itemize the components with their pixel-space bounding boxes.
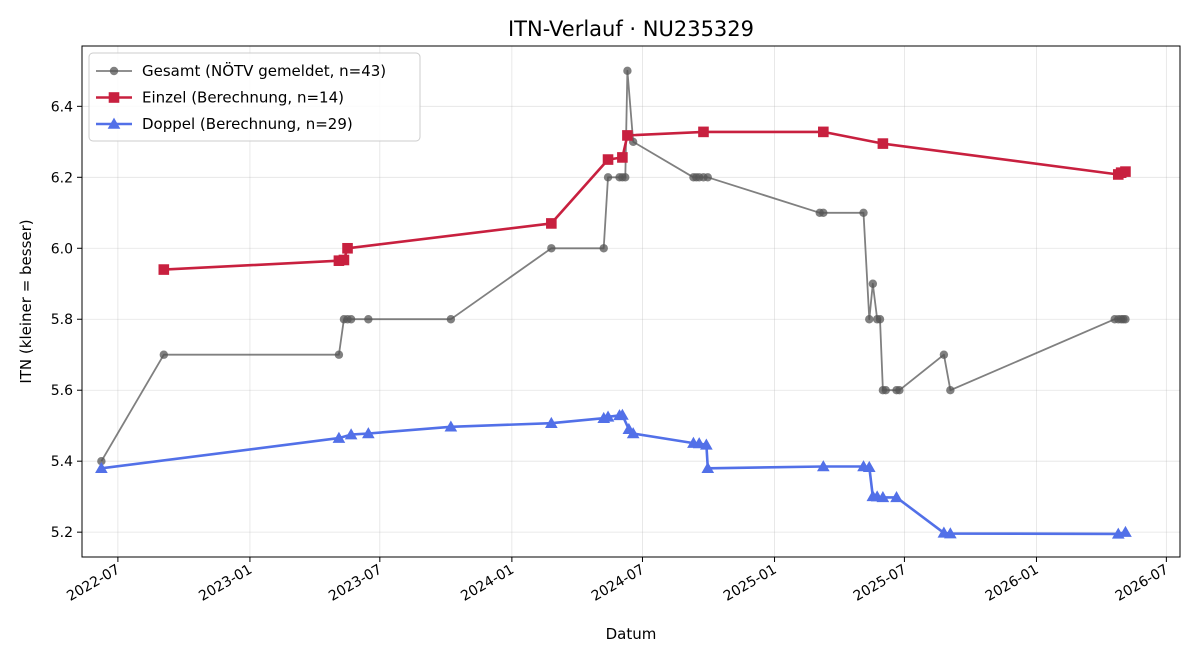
data-point-doppel bbox=[362, 427, 375, 439]
legend-item-doppel: Doppel (Berechnung, n=29) bbox=[96, 115, 353, 133]
data-point-gesamt bbox=[446, 315, 456, 324]
series-doppel bbox=[95, 408, 1132, 539]
data-point-doppel bbox=[344, 428, 358, 440]
data-point-gesamt bbox=[623, 66, 632, 76]
data-point-gesamt bbox=[819, 208, 828, 217]
data-point-einzel bbox=[877, 138, 889, 149]
data-point-gesamt bbox=[939, 350, 949, 359]
data-point-doppel bbox=[862, 460, 876, 472]
legend-marker-einzel bbox=[108, 92, 120, 103]
chart-title: ITN-Verlauf · NU235329 bbox=[508, 17, 754, 41]
data-point-gesamt bbox=[868, 279, 878, 288]
data-point-doppel bbox=[95, 461, 108, 474]
data-point-gesamt bbox=[346, 315, 356, 324]
data-point-einzel bbox=[338, 254, 350, 266]
data-point-einzel bbox=[546, 218, 557, 229]
data-point-einzel bbox=[342, 242, 353, 254]
data-point-gesamt bbox=[1121, 315, 1130, 324]
y-tick-label: 6.2 bbox=[51, 170, 73, 186]
data-point-doppel bbox=[626, 427, 640, 439]
y-tick-label: 5.8 bbox=[51, 312, 73, 328]
data-point-doppel bbox=[890, 491, 903, 503]
data-point-einzel bbox=[158, 264, 170, 275]
legend-marker-gesamt bbox=[109, 66, 119, 76]
y-axis-label: ITN (kleiner = besser) bbox=[17, 219, 35, 383]
legend-box bbox=[88, 52, 421, 142]
data-point-gesamt bbox=[547, 244, 556, 253]
data-point-doppel bbox=[700, 438, 713, 450]
legend-item-gesamt: Gesamt (NÖTV gemeldet, n=43) bbox=[96, 61, 386, 80]
data-point-doppel bbox=[616, 408, 629, 420]
data-point-gesamt bbox=[703, 173, 712, 182]
y-tick-label: 5.2 bbox=[51, 525, 73, 541]
legend-item-einzel: Einzel (Berechnung, n=14) bbox=[96, 89, 344, 107]
data-point-gesamt bbox=[599, 244, 608, 253]
data-point-gesamt bbox=[603, 173, 613, 182]
legend-marker-doppel bbox=[107, 117, 121, 129]
data-point-einzel bbox=[818, 126, 829, 138]
data-point-doppel bbox=[876, 491, 890, 503]
data-point-doppel bbox=[444, 420, 458, 432]
y-tick-label: 5.4 bbox=[51, 454, 73, 470]
data-point-doppel bbox=[701, 461, 715, 474]
data-point-einzel bbox=[698, 126, 709, 138]
data-point-gesamt bbox=[159, 350, 169, 359]
y-tick-label: 6.0 bbox=[51, 241, 73, 257]
data-point-doppel bbox=[545, 416, 558, 428]
legend: Gesamt (NÖTV gemeldet, n=43) Einzel (Bere… bbox=[88, 52, 421, 142]
data-point-doppel bbox=[944, 527, 957, 539]
y-tick-label: 5.6 bbox=[51, 383, 73, 399]
legend-label-einzel: Einzel (Berechnung, n=14) bbox=[142, 89, 344, 107]
series-layer bbox=[95, 66, 1132, 539]
data-point-einzel bbox=[617, 152, 628, 163]
data-point-doppel bbox=[1119, 525, 1132, 537]
legend-label-gesamt: Gesamt (NÖTV gemeldet, n=43) bbox=[142, 61, 386, 80]
data-point-einzel bbox=[602, 154, 614, 165]
data-point-gesamt bbox=[881, 386, 890, 395]
data-point-gesamt bbox=[364, 315, 373, 324]
y-tick-label: 6.4 bbox=[51, 99, 73, 115]
data-point-doppel bbox=[332, 431, 346, 443]
data-point-einzel bbox=[1120, 166, 1131, 177]
data-point-doppel bbox=[692, 437, 706, 449]
data-point-gesamt bbox=[859, 208, 868, 217]
series-einzel bbox=[158, 126, 1131, 275]
data-point-gesamt bbox=[97, 456, 106, 466]
data-point-doppel bbox=[817, 460, 830, 472]
data-point-doppel bbox=[601, 410, 615, 422]
plot-frame bbox=[81, 45, 1181, 558]
x-axis-label: Datum bbox=[606, 625, 657, 643]
legend-label-doppel: Doppel (Berechnung, n=29) bbox=[142, 115, 353, 133]
data-point-gesamt bbox=[865, 315, 874, 324]
data-point-gesamt bbox=[334, 350, 344, 359]
data-point-gesamt bbox=[875, 315, 885, 324]
data-point-gesamt bbox=[895, 386, 904, 395]
data-point-gesamt bbox=[621, 173, 630, 182]
series-gesamt bbox=[97, 66, 1130, 466]
data-point-gesamt bbox=[946, 386, 955, 395]
data-point-einzel bbox=[622, 130, 633, 141]
